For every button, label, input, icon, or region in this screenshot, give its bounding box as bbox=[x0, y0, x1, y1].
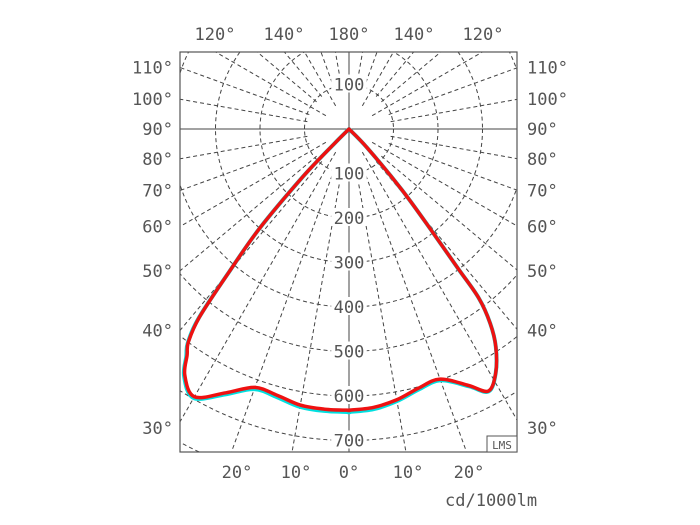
grid-radial-line bbox=[180, 155, 317, 272]
grid-radial-line bbox=[375, 52, 414, 97]
left-angle-label: 110° bbox=[132, 58, 173, 78]
left-angle-label: 50° bbox=[142, 262, 173, 282]
right-angle-label: 30° bbox=[527, 419, 558, 439]
grid-radial-line bbox=[362, 168, 468, 452]
grid-radial-line bbox=[180, 135, 308, 160]
right-angle-label: 110° bbox=[527, 58, 568, 78]
grid-radial-line bbox=[381, 155, 517, 271]
right-angle-label: 90° bbox=[527, 120, 558, 140]
labels: 120° 140° 180° 140° 120° 110° 110° 100° 100° 90° 9… bbox=[132, 25, 568, 483]
grid-radial-line bbox=[381, 52, 442, 103]
radial-label-bg bbox=[331, 74, 367, 93]
grid-radial-line bbox=[390, 98, 517, 123]
bottom-angle-label: 10° bbox=[393, 463, 424, 483]
grid-radial-line bbox=[388, 67, 517, 116]
radial-label-bg bbox=[331, 252, 367, 271]
top-angle-label: 180° bbox=[329, 25, 370, 45]
grid-radial-line bbox=[230, 168, 336, 452]
top-angle-label: 120° bbox=[195, 25, 236, 45]
left-angle-label: 90° bbox=[142, 120, 173, 140]
left-angle-label: 60° bbox=[142, 218, 173, 238]
left-angle-label: 100° bbox=[132, 90, 173, 110]
grid-radial-line bbox=[215, 52, 327, 117]
grid-radial-line bbox=[371, 52, 483, 117]
grid-radial-line bbox=[180, 67, 310, 116]
radial-label-bg bbox=[331, 430, 367, 449]
bottom-angle-label: 10° bbox=[281, 463, 312, 483]
radial-label-bg bbox=[331, 208, 367, 226]
right-angle-label: 80° bbox=[527, 150, 558, 170]
right-angle-label: 60° bbox=[527, 218, 558, 238]
grid-radial-line bbox=[284, 52, 323, 97]
grid bbox=[180, 52, 517, 452]
radial-label-bg bbox=[331, 163, 367, 182]
grid-radial-line bbox=[388, 142, 517, 191]
curves bbox=[181, 127, 499, 415]
grid-radial-line bbox=[361, 151, 517, 421]
radial-label: 400 bbox=[334, 298, 365, 318]
grid-radial-line bbox=[180, 141, 327, 228]
radial-label: 500 bbox=[334, 343, 365, 363]
bottom-angle-label: 20° bbox=[454, 463, 485, 483]
radial-label: 600 bbox=[334, 387, 365, 407]
radial-label: 100 bbox=[334, 76, 365, 96]
left-angle-label: 80° bbox=[142, 150, 173, 170]
unit-label: cd/1000lm bbox=[445, 491, 537, 511]
right-angle-label: 70° bbox=[527, 182, 558, 202]
right-angle-label: 40° bbox=[527, 321, 558, 341]
left-angle-label: 40° bbox=[142, 321, 173, 341]
grid-radial-line bbox=[334, 52, 343, 88]
radial-label: 300 bbox=[334, 254, 365, 274]
intensity-curve-2 bbox=[182, 127, 499, 413]
lms-badge-text: LMS bbox=[492, 439, 512, 452]
grid-radial-line bbox=[390, 135, 517, 160]
right-angle-label: 100° bbox=[527, 90, 568, 110]
grid-radial-line bbox=[180, 161, 323, 331]
top-angle-label: 140° bbox=[264, 25, 305, 45]
radial-label: 700 bbox=[334, 432, 365, 452]
radial-label: 200 bbox=[334, 209, 365, 229]
lms-badge: LMS bbox=[486, 435, 518, 453]
grid-radial-line bbox=[256, 52, 317, 103]
grid-radial-line bbox=[180, 151, 337, 422]
top-angle-label: 140° bbox=[394, 25, 435, 45]
left-angle-label: 70° bbox=[142, 182, 173, 202]
bottom-angle-label: 20° bbox=[222, 463, 253, 483]
plot-frame bbox=[179, 51, 518, 453]
top-angle-label: 120° bbox=[463, 25, 504, 45]
radial-label-bg bbox=[331, 297, 367, 315]
grid-radial-line bbox=[355, 52, 364, 88]
radial-label: 100 bbox=[334, 165, 365, 185]
radial-label-bg bbox=[331, 341, 367, 360]
grid-radial-line bbox=[361, 52, 394, 107]
grid-radial-line bbox=[180, 98, 308, 123]
grid-radial-line bbox=[355, 170, 407, 452]
grid-radial-line bbox=[180, 142, 310, 191]
bottom-angle-label: 0° bbox=[339, 463, 359, 483]
grid-radial-line bbox=[304, 52, 337, 107]
radial-label-bg bbox=[331, 386, 367, 404]
left-angle-label: 30° bbox=[142, 419, 173, 439]
right-angle-label: 50° bbox=[527, 262, 558, 282]
